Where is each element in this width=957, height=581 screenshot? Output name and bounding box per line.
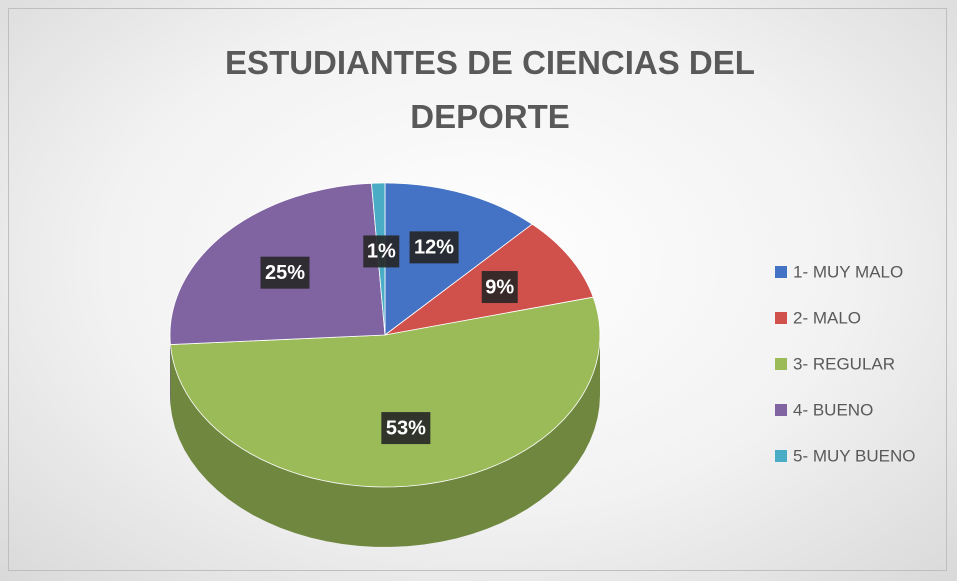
data-label: 1% [367, 241, 396, 263]
legend-swatch [775, 450, 787, 462]
legend-label: 5- MUY BUENO [793, 446, 916, 465]
legend-label: 4- BUENO [793, 400, 873, 419]
data-label: 53% [386, 417, 426, 439]
pie-side [170, 335, 600, 547]
chart-border [8, 8, 947, 571]
legend-swatch [775, 266, 787, 278]
legend-label: 3- REGULAR [793, 354, 895, 373]
data-label: 12% [414, 237, 454, 259]
legend-swatch [775, 404, 787, 416]
legend-swatch [775, 358, 787, 370]
data-label-box [481, 271, 518, 304]
pie-slice [169, 296, 601, 488]
data-label-box [363, 235, 400, 268]
data-label-box [260, 256, 310, 289]
legend-swatch [775, 312, 787, 324]
legend-label: 1- MUY MALO [793, 262, 903, 281]
legend-label: 2- MALO [793, 308, 861, 327]
pie-slice [384, 182, 533, 336]
data-label-box [409, 231, 459, 264]
data-label: 25% [265, 262, 305, 284]
chart-title: ESTUDIANTES DE CIENCIAS DEL DEPORTE [225, 44, 755, 135]
data-label: 9% [485, 276, 514, 298]
data-label-box [381, 412, 431, 445]
